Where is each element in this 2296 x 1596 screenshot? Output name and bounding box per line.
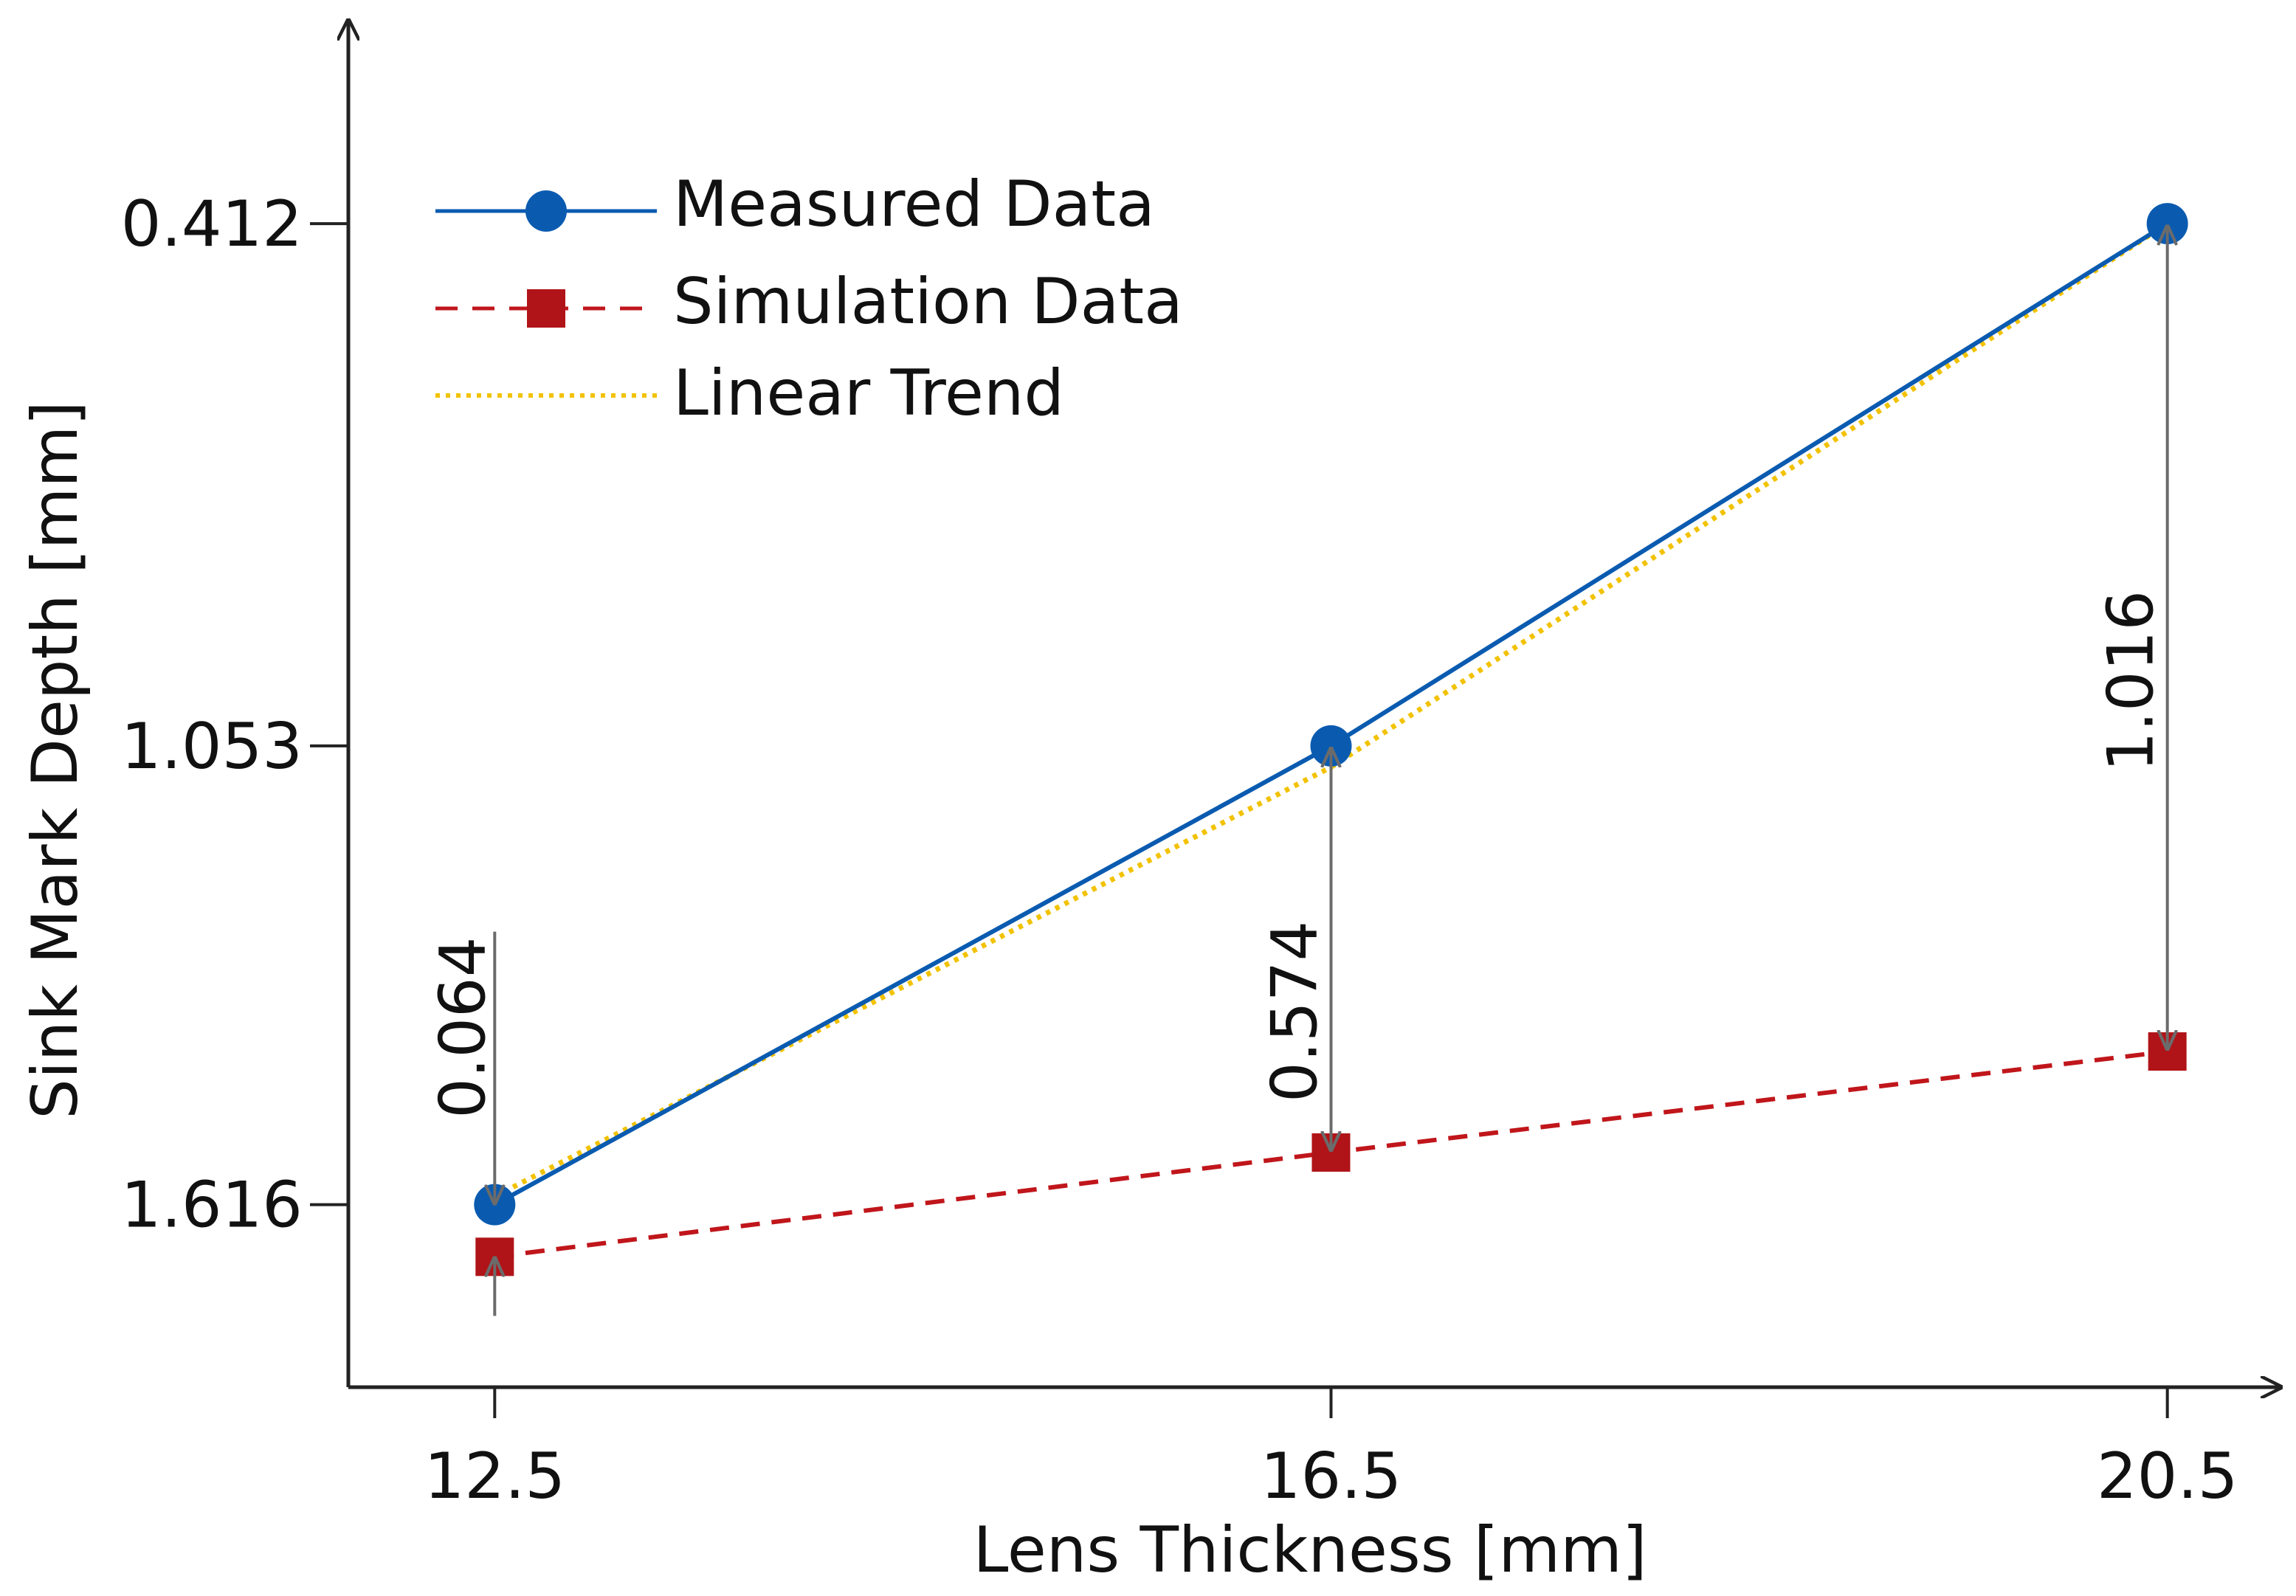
legend-measured-label: Measured Data xyxy=(673,167,1155,241)
legend-item-measured: Measured Data xyxy=(435,167,1155,241)
legend-item-trend: Linear Trend xyxy=(435,356,1064,430)
x-axis-label: Lens Thickness [mm] xyxy=(973,1513,1647,1587)
x-tick-label: 16.5 xyxy=(1261,1440,1402,1513)
difference-label: 0.064 xyxy=(426,937,500,1119)
y-axis-label: Sink Mark Depth [mm] xyxy=(18,401,92,1119)
legend-simulation-label: Simulation Data xyxy=(673,265,1183,339)
x-ticks: 12.5 16.5 20.5 xyxy=(424,1387,2238,1513)
y-tick-label: 1.616 xyxy=(121,1169,303,1243)
axes xyxy=(348,21,2281,1387)
legend: Measured Data Simulation Data Linear Tre… xyxy=(435,167,1183,430)
legend-item-simulation: Simulation Data xyxy=(435,265,1183,339)
y-tick-label: 1.053 xyxy=(121,710,303,784)
difference-label: 0.574 xyxy=(1258,921,1331,1102)
x-tick-label: 20.5 xyxy=(2097,1440,2238,1513)
y-ticks: 0.412 1.053 1.616 xyxy=(121,187,348,1243)
difference-annotations: 0.064 0.574 1.016 xyxy=(426,227,2168,1316)
difference-label: 1.016 xyxy=(2095,590,2168,772)
legend-measured-marker xyxy=(525,190,567,232)
y-tick-label: 0.412 xyxy=(121,187,303,261)
legend-trend-label: Linear Trend xyxy=(673,356,1064,430)
legend-simulation-marker xyxy=(527,289,565,328)
x-tick-label: 12.5 xyxy=(424,1440,565,1513)
